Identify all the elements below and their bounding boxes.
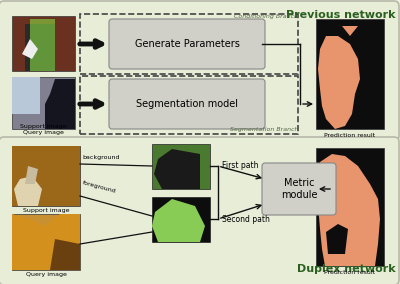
Bar	[12, 146, 80, 206]
Bar	[80, 76, 298, 134]
Text: Second path: Second path	[222, 214, 270, 224]
FancyBboxPatch shape	[109, 79, 265, 129]
Polygon shape	[30, 19, 55, 71]
Polygon shape	[316, 154, 380, 266]
Polygon shape	[22, 39, 38, 59]
Text: First path: First path	[222, 162, 258, 170]
Polygon shape	[326, 224, 348, 254]
Text: Support image
Query image: Support image Query image	[20, 124, 66, 135]
Bar	[80, 14, 298, 74]
Bar	[316, 19, 384, 129]
Polygon shape	[25, 24, 55, 71]
Polygon shape	[318, 36, 360, 129]
Bar	[152, 197, 210, 242]
Polygon shape	[45, 79, 75, 129]
FancyBboxPatch shape	[262, 163, 336, 215]
FancyBboxPatch shape	[0, 137, 399, 284]
Text: Support image: Support image	[23, 208, 69, 213]
Bar	[316, 148, 384, 266]
Text: Duplex network: Duplex network	[297, 264, 396, 274]
Polygon shape	[14, 176, 42, 206]
Polygon shape	[152, 199, 205, 242]
Bar	[152, 144, 210, 189]
Polygon shape	[154, 149, 200, 189]
Bar	[12, 16, 75, 71]
Text: Segmentation Branch: Segmentation Branch	[230, 127, 298, 132]
Text: Prediction result: Prediction result	[324, 270, 376, 275]
Polygon shape	[25, 166, 38, 184]
Bar	[12, 77, 75, 129]
Text: foreground: foreground	[82, 180, 117, 194]
Polygon shape	[342, 26, 358, 36]
Text: background: background	[82, 155, 120, 160]
FancyBboxPatch shape	[109, 19, 265, 69]
Text: Previous network: Previous network	[286, 10, 396, 20]
Polygon shape	[12, 146, 80, 206]
Text: Conditioning Branch: Conditioning Branch	[234, 14, 298, 19]
FancyBboxPatch shape	[0, 1, 399, 141]
Text: Segmentation model: Segmentation model	[136, 99, 238, 109]
Text: Query image: Query image	[26, 272, 66, 277]
Text: Metric
module: Metric module	[281, 178, 317, 200]
Polygon shape	[12, 77, 40, 114]
Text: Generate Parameters: Generate Parameters	[134, 39, 240, 49]
Polygon shape	[12, 214, 80, 270]
Text: Prediction result: Prediction result	[324, 133, 376, 138]
Bar	[12, 214, 80, 270]
Polygon shape	[50, 239, 80, 270]
